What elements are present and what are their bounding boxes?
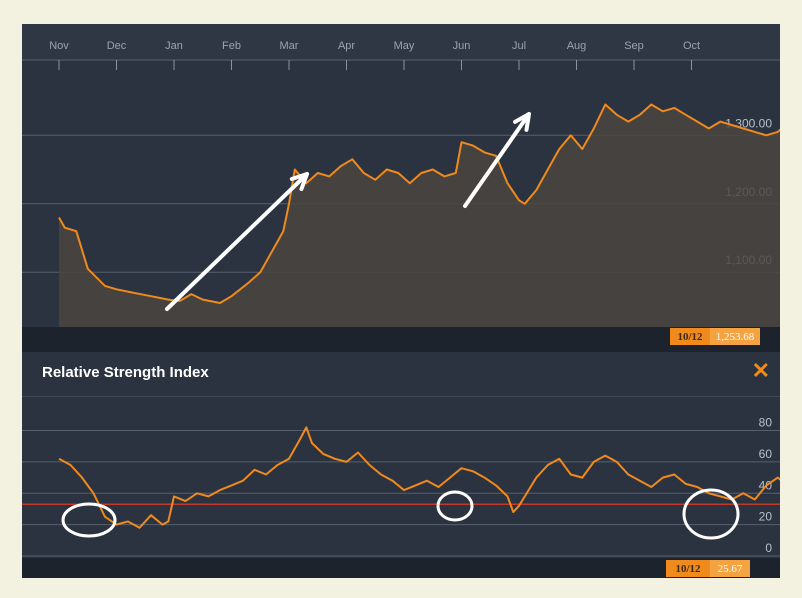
rsi-cursor-value-tag xyxy=(710,560,750,577)
cursor-date-tag xyxy=(670,328,710,345)
price-chart: NovDecJanFebMarAprMayJunJulAugSepOct1,10… xyxy=(22,24,780,352)
month-axis-bar xyxy=(22,24,780,60)
rsi-cursor-date-label: 10/12 xyxy=(675,563,701,575)
price-area xyxy=(59,104,780,327)
rsi-cursor-date-tag xyxy=(666,560,710,577)
rsi-line xyxy=(58,426,780,529)
trend-arrow-head xyxy=(513,112,531,132)
cursor-value-tag xyxy=(710,328,760,345)
rsi-tick-label: 20 xyxy=(759,510,773,524)
rsi-bottom-band xyxy=(22,558,780,578)
price-line xyxy=(58,103,780,304)
price-bottom-band xyxy=(22,327,780,352)
month-tick-label: Jul xyxy=(512,40,526,52)
rsi-cursor-value-label: 25.67 xyxy=(718,563,743,575)
cursor-value-label: 1,253.68 xyxy=(716,331,755,343)
oversold-circle xyxy=(436,490,474,522)
rsi-tick-label: 80 xyxy=(759,416,773,430)
month-tick-label: Feb xyxy=(222,40,241,52)
month-tick-label: Aug xyxy=(567,40,587,52)
month-tick-label: Jan xyxy=(165,40,183,52)
month-tick-label: Jun xyxy=(453,40,471,52)
month-tick-label: Dec xyxy=(107,40,127,52)
trend-arrow xyxy=(463,112,531,208)
month-tick-label: May xyxy=(394,40,415,52)
oversold-circle xyxy=(682,488,740,540)
month-tick-label: Oct xyxy=(683,40,700,52)
rsi-tick-label: 0 xyxy=(765,541,772,555)
rsi-tick-label: 60 xyxy=(759,447,773,461)
oversold-circle xyxy=(61,502,117,538)
close-rsi-button[interactable]: ✕ xyxy=(751,358,770,383)
trend-arrow-head xyxy=(289,172,309,192)
month-tick-label: Mar xyxy=(280,40,299,52)
month-tick-label: Nov xyxy=(49,40,69,52)
month-tick-label: Apr xyxy=(338,40,355,52)
rsi-title: Relative Strength Index xyxy=(42,364,209,381)
chart-frame: NovDecJanFebMarAprMayJunJulAugSepOct1,10… xyxy=(22,24,780,578)
cursor-date-label: 10/12 xyxy=(677,331,703,343)
trend-arrow xyxy=(165,172,309,311)
rsi-header: Relative Strength Index ✕ xyxy=(22,352,780,396)
month-tick-label: Sep xyxy=(624,40,644,52)
